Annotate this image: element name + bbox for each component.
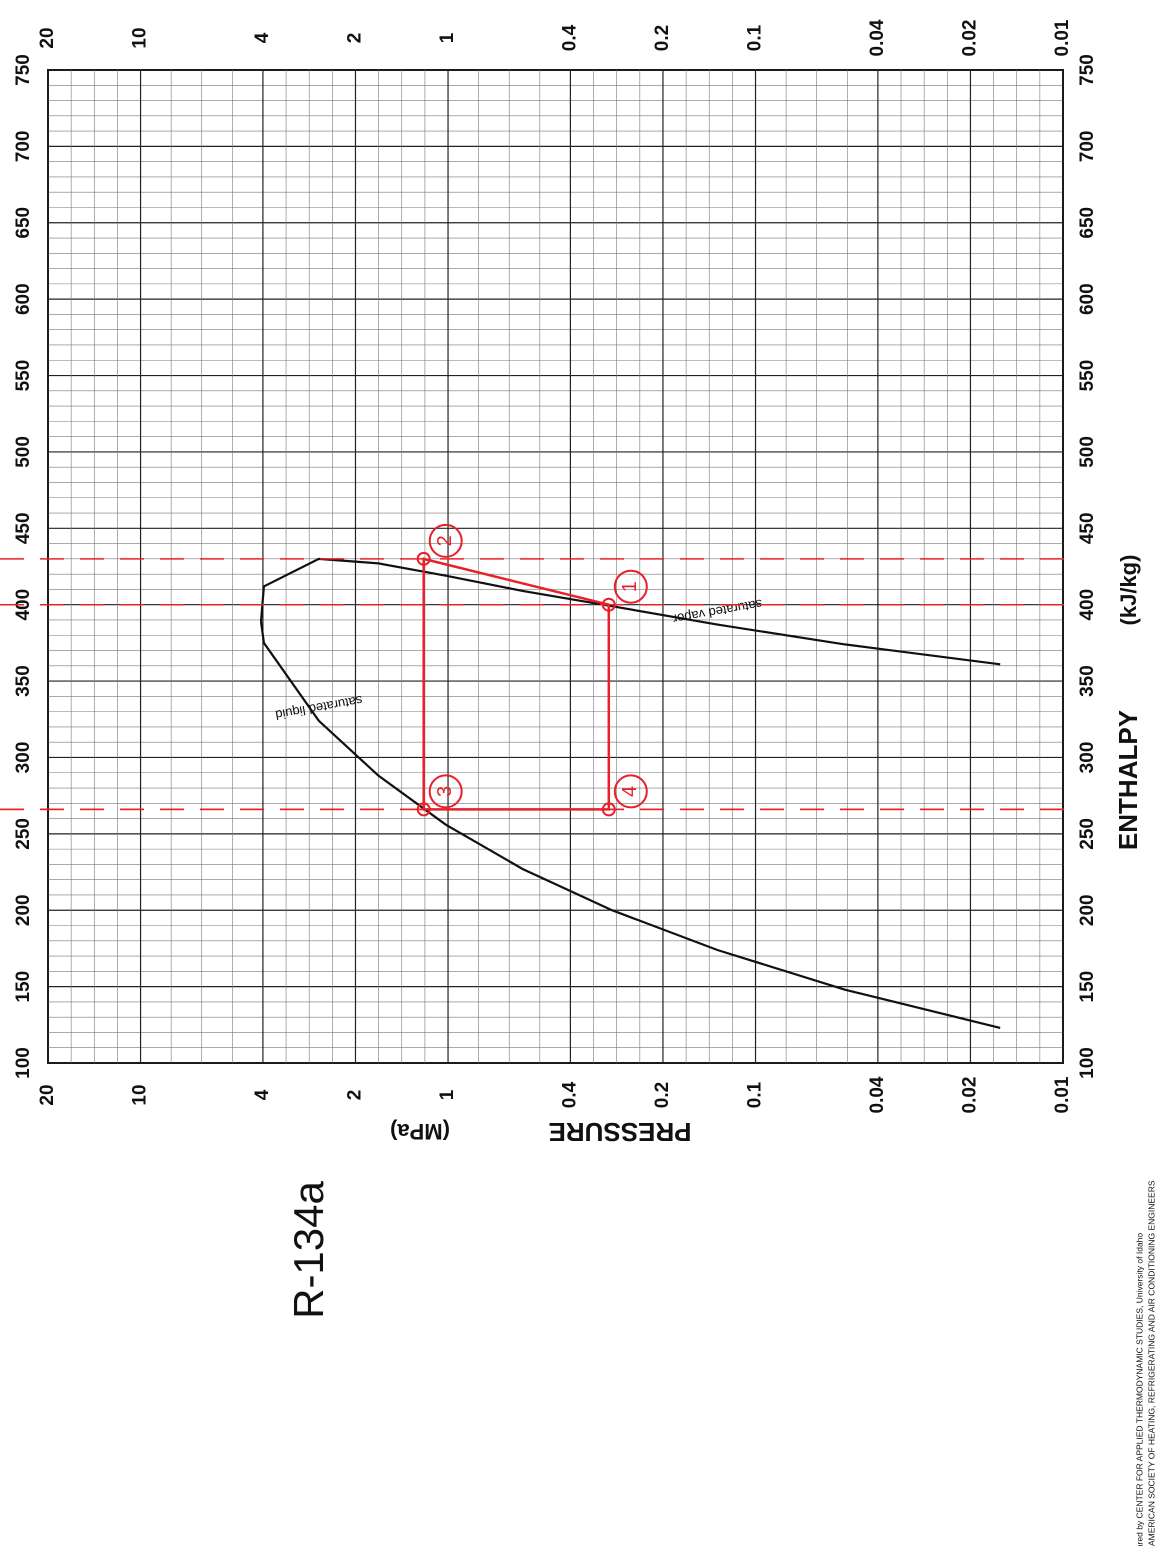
x-tick-label: 600 bbox=[13, 283, 34, 315]
y-tick-label: 0.04 bbox=[867, 19, 888, 56]
state-label: 3 bbox=[434, 786, 456, 797]
y-tick-label: 4 bbox=[252, 32, 273, 43]
credit-line: COPYRIGHT 1992 AMERICAN SOCIETY OF HEATI… bbox=[1146, 1180, 1156, 1546]
y-tick-label: 10 bbox=[130, 27, 151, 48]
y-tick-label: 0.04 bbox=[867, 1076, 888, 1113]
x-tick-label: 650 bbox=[1077, 207, 1098, 239]
y-tick-label: 0.4 bbox=[559, 24, 580, 51]
y-tick-label: 10 bbox=[130, 1084, 151, 1105]
y-tick-label: 0.1 bbox=[745, 24, 766, 51]
y-tick-label: 2 bbox=[344, 1090, 365, 1101]
y-tick-label: 0.1 bbox=[745, 1081, 766, 1108]
x-tick-label: 150 bbox=[13, 971, 34, 1003]
x-tick-label: 200 bbox=[13, 894, 34, 926]
x-tick-label: 450 bbox=[1077, 512, 1098, 544]
y-tick-label: 1 bbox=[437, 1089, 458, 1100]
x-tick-label: 250 bbox=[13, 818, 34, 850]
y-tick-label: 0.01 bbox=[1052, 1076, 1073, 1113]
x-tick-label: 500 bbox=[13, 436, 34, 468]
y-tick-label: 0.2 bbox=[652, 25, 673, 51]
x-tick-label: 700 bbox=[13, 131, 34, 163]
x-tick-label: 150 bbox=[1077, 971, 1098, 1003]
x-tick-label: 400 bbox=[1077, 589, 1098, 621]
y-axis-label: PRESSURE bbox=[548, 1117, 691, 1147]
x-tick-label: 300 bbox=[1077, 742, 1098, 774]
y-tick-label: 0.2 bbox=[652, 1082, 673, 1108]
y-axis-unit: (MPa) bbox=[390, 1119, 450, 1144]
state-label: 4 bbox=[619, 786, 641, 797]
y-tick-label: 0.02 bbox=[959, 20, 980, 57]
x-tick-label: 250 bbox=[1077, 818, 1098, 850]
y-tick-label: 0.01 bbox=[1052, 19, 1073, 56]
x-axis-unit: (kJ/kg) bbox=[1116, 555, 1141, 626]
state-label: 1 bbox=[619, 581, 641, 592]
x-tick-label: 500 bbox=[1077, 436, 1098, 468]
page: 100 100 150 150 200 200 250 250 300 300 350 350 400 4… bbox=[0, 0, 1165, 1546]
x-tick-label: 700 bbox=[1077, 131, 1098, 163]
x-tick-label: 550 bbox=[13, 360, 34, 392]
y-tick-label: 1 bbox=[437, 32, 458, 43]
x-tick-label: 750 bbox=[13, 54, 34, 86]
y-tick-label: 2 bbox=[344, 33, 365, 44]
x-tick-label: 550 bbox=[1077, 360, 1098, 392]
x-axis-label: ENTHALPY bbox=[1113, 710, 1143, 850]
y-tick-label: 20 bbox=[37, 27, 58, 48]
x-tick-label: 300 bbox=[13, 742, 34, 774]
chart-title: R-134a bbox=[285, 1180, 332, 1318]
x-tick-label: 200 bbox=[1077, 894, 1098, 926]
x-tick-label: 750 bbox=[1077, 54, 1098, 86]
chart: 100 100 150 150 200 200 250 250 300 300 350 350 400 4… bbox=[0, 0, 1165, 1546]
x-tick-label: 100 bbox=[13, 1047, 34, 1079]
credit-line: Prepared by CENTER FOR APPLIED THERMODYN… bbox=[1134, 1233, 1144, 1546]
y-tick-label: 0.4 bbox=[559, 1081, 580, 1108]
y-tick-label: 20 bbox=[37, 1084, 58, 1105]
x-tick-label: 350 bbox=[1077, 665, 1098, 697]
y-tick-label: 4 bbox=[252, 1089, 273, 1100]
x-tick-label: 600 bbox=[1077, 283, 1098, 315]
x-tick-label: 350 bbox=[13, 665, 34, 697]
x-tick-label: 100 bbox=[1077, 1047, 1098, 1079]
y-tick-label: 0.02 bbox=[959, 1077, 980, 1114]
x-tick-label: 450 bbox=[13, 512, 34, 544]
state-label: 2 bbox=[434, 535, 456, 546]
x-tick-label: 650 bbox=[13, 207, 34, 239]
